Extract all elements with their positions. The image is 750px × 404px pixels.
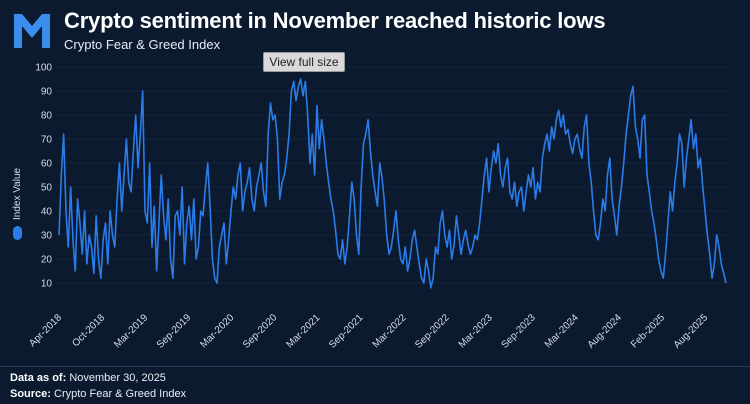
x-axis-ticks: Apr-2018 Oct-2018 Mar-2019 Sep-2019 Mar-2020… xyxy=(27,312,710,351)
x-tick-label: Mar-2020 xyxy=(198,312,236,350)
source-note: Source: Crypto Fear & Greed Index xyxy=(10,388,186,400)
y-tick-label: 10 xyxy=(41,279,53,290)
data-as-of-value: November 30, 2025 xyxy=(69,372,166,384)
x-tick-label: Sep-2021 xyxy=(327,312,366,351)
x-tick-label: Aug-2025 xyxy=(672,312,711,351)
x-tick-label: Aug-2024 xyxy=(586,312,625,351)
chart-subtitle: Crypto Fear & Greed Index xyxy=(64,37,221,52)
data-as-of-note: Data as of: November 30, 2025 xyxy=(10,372,166,384)
y-tick-label: 20 xyxy=(41,255,53,266)
y-axis-label: Index Value xyxy=(12,167,23,220)
x-tick-label: Mar-2023 xyxy=(457,312,495,350)
x-tick-label: Sep-2019 xyxy=(155,312,194,351)
footer-divider xyxy=(0,366,750,367)
x-tick-label: Oct-2018 xyxy=(70,312,107,349)
y-tick-label: 30 xyxy=(41,231,53,242)
data-as-of-label: Data as of: xyxy=(10,372,67,384)
y-tick-label: 70 xyxy=(41,135,53,146)
x-tick-label: Sep-2023 xyxy=(499,312,538,351)
x-tick-label: Apr-2018 xyxy=(27,312,64,349)
y-tick-label: 60 xyxy=(41,159,53,170)
x-tick-label: Sep-2020 xyxy=(241,312,280,351)
x-tick-label: Feb-2025 xyxy=(629,312,667,350)
legend-swatch xyxy=(13,226,22,240)
y-tick-label: 100 xyxy=(35,63,52,74)
chart-title: Crypto sentiment in November reached his… xyxy=(64,8,606,33)
brand-logo-icon xyxy=(14,14,50,48)
x-tick-label: Sep-2022 xyxy=(413,312,452,351)
x-tick-label: Mar-2022 xyxy=(371,312,409,350)
legend: Index Value xyxy=(12,167,23,240)
source-value: Crypto Fear & Greed Index xyxy=(54,388,187,400)
y-tick-label: 90 xyxy=(41,87,53,98)
source-label: Source: xyxy=(10,388,51,400)
x-tick-label: Mar-2024 xyxy=(543,312,581,350)
view-full-size-button[interactable]: View full size xyxy=(263,52,345,72)
y-axis-ticks: 10 20 30 40 50 60 70 80 90 100 xyxy=(35,63,52,290)
series-line-index-value xyxy=(58,78,727,289)
y-tick-label: 40 xyxy=(41,207,53,218)
y-tick-label: 80 xyxy=(41,111,53,122)
y-tick-label: 50 xyxy=(41,183,53,194)
x-tick-label: Mar-2021 xyxy=(284,312,322,350)
x-tick-label: Mar-2019 xyxy=(112,312,150,350)
